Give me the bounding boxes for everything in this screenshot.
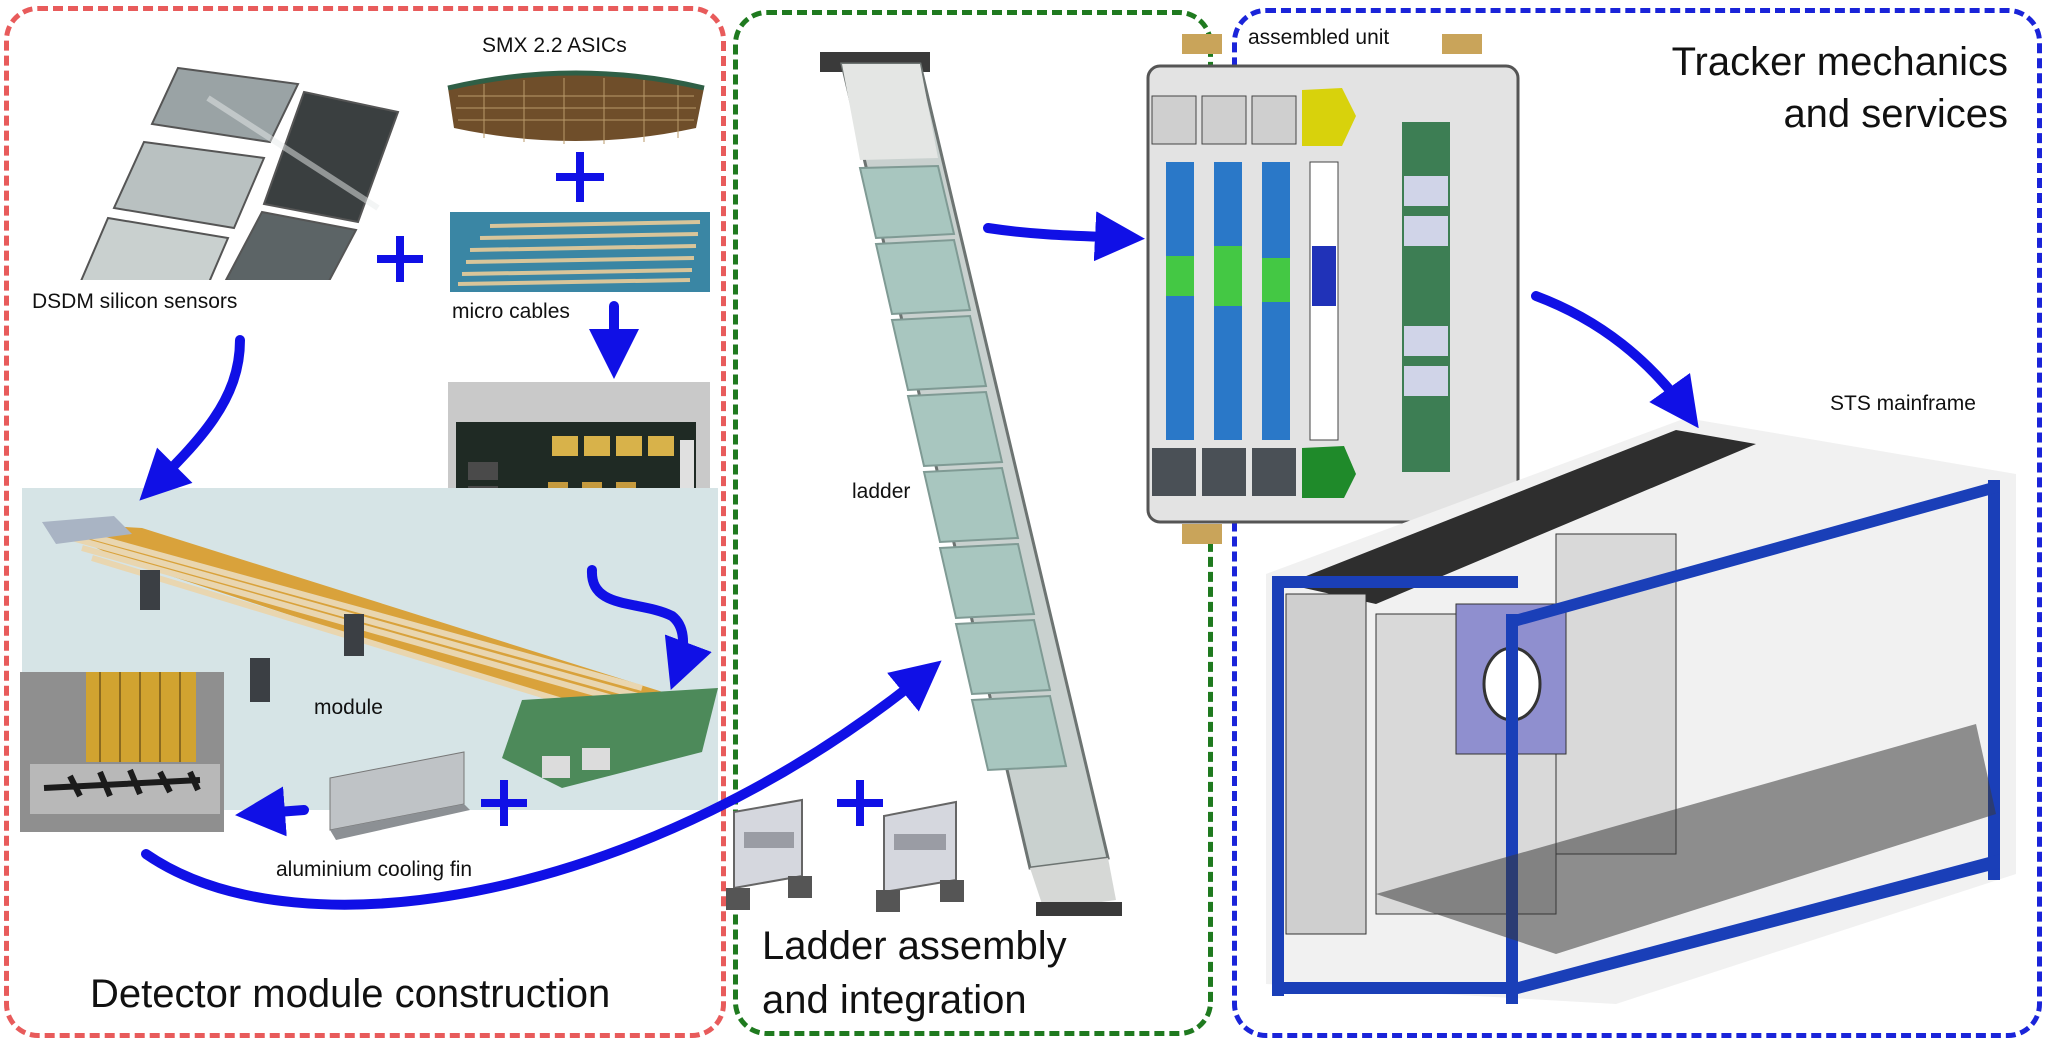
smx-asics-label: SMX 2.2 ASICs <box>482 34 627 57</box>
micro-cables-photo <box>450 212 710 292</box>
sts-mainframe-drawing <box>1256 414 2016 1014</box>
cooling-fin-label: aluminium cooling fin <box>276 858 473 881</box>
assembled-unit-drawing <box>1142 26 1528 546</box>
smx-asic-wafer-photo <box>444 68 708 146</box>
micro-cables-label: micro cables <box>452 300 570 323</box>
tracker-mechanics-title-line2: and services <box>1783 92 2008 136</box>
sts-mainframe-label: STS mainframe <box>1830 392 1976 415</box>
dsdm-sensors-label: DSDM silicon sensors <box>32 290 238 313</box>
cooling-fin-section-photo <box>20 672 224 832</box>
dsdm-sensors-photo <box>58 58 410 280</box>
ladder-assembly-title-line1: Ladder assembly <box>762 924 1067 968</box>
ladder-bracket-left-photo <box>716 792 822 916</box>
assembled-unit-label: assembled unit <box>1248 26 1390 49</box>
tracker-mechanics-title-line1: Tracker mechanics <box>1671 40 2008 84</box>
aluminium-cooling-fin-photo <box>324 748 470 844</box>
module-label: module <box>314 696 383 719</box>
module-construction-title: Detector module construction <box>90 972 611 1016</box>
ladder-photo <box>808 48 1128 920</box>
module-construction-region <box>4 6 726 1038</box>
ladder-label: ladder <box>852 480 911 503</box>
ladder-assembly-title-line2: and integration <box>762 978 1027 1022</box>
ladder-bracket-right-photo <box>864 794 976 918</box>
